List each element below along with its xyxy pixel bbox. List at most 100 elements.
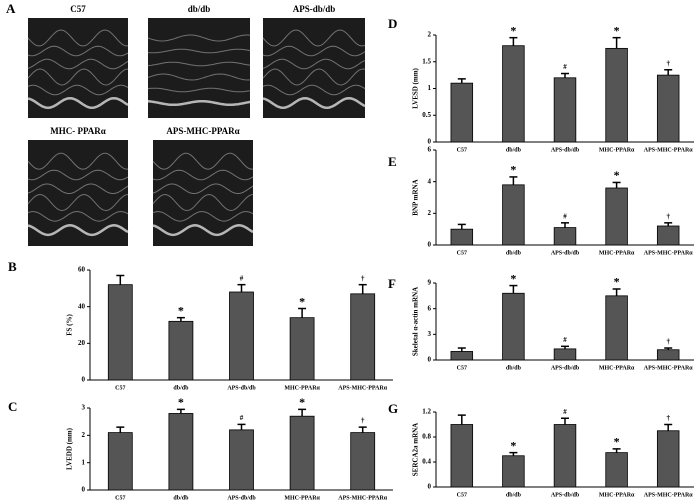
x-tick-label: MHC-PPARα xyxy=(599,492,635,498)
y-tick-label: 3 xyxy=(428,330,432,338)
x-tick-label: C57 xyxy=(457,250,467,256)
x-tick-label: C57 xyxy=(457,147,467,153)
significance-mark: † xyxy=(666,59,670,67)
x-tick-label: MHC-PPARα xyxy=(284,495,320,501)
x-tick-label: C57 xyxy=(115,385,125,391)
panel-letter: D xyxy=(388,16,397,31)
bar xyxy=(502,184,525,246)
echo-trace xyxy=(262,45,366,57)
echo-trace xyxy=(147,34,251,42)
x-tick-label: MHC-PPARα xyxy=(599,147,635,153)
y-tick-label: 0 xyxy=(428,138,432,146)
echo-trace xyxy=(27,45,129,57)
significance-mark: * xyxy=(614,23,620,37)
bar xyxy=(107,432,133,491)
x-tick-label: C57 xyxy=(115,495,125,501)
bar xyxy=(656,74,680,143)
y-tick-label: 9 xyxy=(428,279,432,287)
x-tick-label: APS-db/db xyxy=(227,495,256,501)
significance-mark: * xyxy=(614,435,620,449)
echo-image xyxy=(28,18,128,118)
bar xyxy=(168,320,194,381)
echo-trace xyxy=(27,29,128,47)
x-tick-label: APS-MHC-PPARα xyxy=(644,492,694,498)
bar xyxy=(502,45,525,143)
bar xyxy=(450,82,474,143)
y-tick-label: 20 xyxy=(78,339,86,347)
panel-letter: B xyxy=(8,259,17,274)
bar xyxy=(350,432,376,491)
x-tick-label: APS-MHC-PPARα xyxy=(644,365,694,371)
bar xyxy=(450,228,474,246)
significance-mark: † xyxy=(666,414,670,422)
bar xyxy=(605,187,628,246)
x-tick-label: C57 xyxy=(457,365,467,371)
bar xyxy=(168,413,194,491)
echo-trace xyxy=(27,152,128,170)
echo-trace xyxy=(27,68,129,86)
panel-letter: E xyxy=(388,154,397,169)
significance-mark: * xyxy=(299,294,305,308)
significance-mark: * xyxy=(614,168,620,182)
significance-mark: # xyxy=(240,274,244,282)
echo-trace xyxy=(27,84,129,96)
significance-mark: † xyxy=(666,212,670,220)
significance-mark: # xyxy=(563,212,567,220)
bar xyxy=(450,424,474,488)
echo-trace xyxy=(262,96,366,110)
bar xyxy=(229,429,254,491)
x-tick-label: APS-db/db xyxy=(551,492,580,498)
x-tick-label: APS-MHC-PPARα xyxy=(338,385,388,391)
bar xyxy=(553,348,577,361)
y-tick-label: 0 xyxy=(82,376,86,384)
significance-mark: # xyxy=(240,414,244,422)
significance-mark: † xyxy=(666,338,670,346)
significance-mark: * xyxy=(178,395,184,409)
x-tick-label: MHC-PPARα xyxy=(599,250,635,256)
image-label: C57 xyxy=(70,4,86,14)
echo-trace xyxy=(152,183,254,194)
echo-trace xyxy=(262,68,366,86)
y-axis-label: LVESD (mm) xyxy=(412,67,420,108)
echo-trace xyxy=(152,193,254,212)
echo-trace xyxy=(27,169,129,181)
bar xyxy=(289,317,315,381)
y-tick-label: 1 xyxy=(428,84,432,92)
echo-trace xyxy=(27,224,129,237)
x-tick-label: APS-MHC-PPARα xyxy=(644,250,694,256)
y-tick-label: 0 xyxy=(428,241,432,249)
x-tick-label: C57 xyxy=(457,492,467,498)
bar xyxy=(605,47,628,143)
y-axis-label: BNP mRNA xyxy=(412,179,420,215)
echo-trace xyxy=(152,152,253,170)
x-tick-label: db/db xyxy=(506,492,522,498)
x-tick-label: APS-db/db xyxy=(551,250,580,256)
y-tick-label: 2 xyxy=(428,31,432,39)
bar xyxy=(656,430,680,488)
y-tick-label: 0 xyxy=(82,486,86,494)
bar xyxy=(502,455,525,488)
image-label: db/db xyxy=(188,4,211,14)
x-tick-label: db/db xyxy=(506,147,522,153)
echo-trace xyxy=(27,58,129,70)
significance-mark: * xyxy=(510,23,516,37)
significance-mark: * xyxy=(299,395,305,409)
bar xyxy=(656,349,680,361)
echo-trace xyxy=(27,193,129,212)
y-axis-label: Skeletal α-actin mRNA xyxy=(412,287,420,356)
bar xyxy=(350,293,376,381)
image-label: APS-MHC-PPARα xyxy=(166,126,239,136)
echo-trace xyxy=(147,73,251,81)
significance-mark: * xyxy=(614,275,620,289)
y-tick-label: 2 xyxy=(428,209,432,217)
echo-trace xyxy=(147,99,251,107)
y-axis-label: SERCA2a mRNA xyxy=(412,423,420,476)
bar xyxy=(107,284,133,381)
x-tick-label: db/db xyxy=(173,495,189,501)
panel-letter: C xyxy=(8,399,17,414)
y-tick-label: 3 xyxy=(82,404,86,412)
echo-trace xyxy=(147,48,251,54)
x-tick-label: APS-MHC-PPARα xyxy=(338,495,388,501)
x-tick-label: db/db xyxy=(506,250,522,256)
y-tick-label: 1.2 xyxy=(422,408,431,416)
